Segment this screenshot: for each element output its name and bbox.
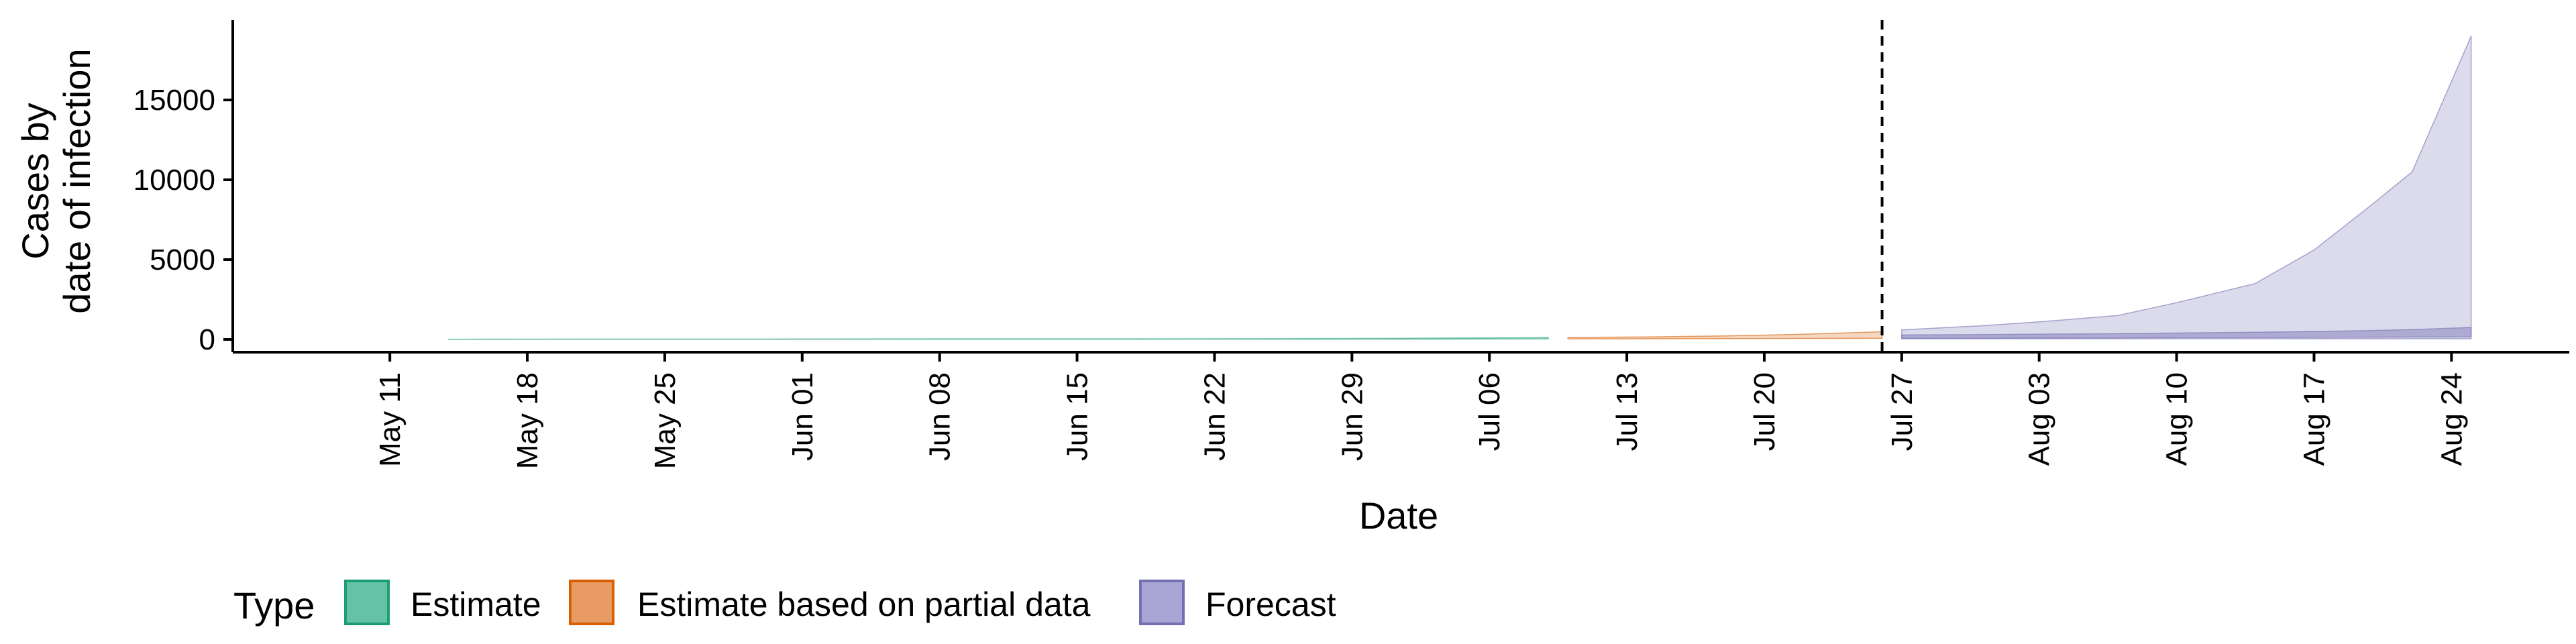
x-axis-title: Date — [1359, 494, 1438, 537]
legend-key-forecast — [1139, 580, 1185, 625]
y-tick-label: 10000 — [133, 164, 215, 197]
legend-label-estimate-based-on-partial-data: Estimate based on partial data — [637, 586, 1091, 623]
y-tick-label: 15000 — [133, 84, 215, 117]
y-axis-title-line-1: Cases by — [14, 103, 56, 259]
y-axis-ticks: 0 5000 10000 15000 — [133, 84, 233, 356]
x-tick-label: Jul 20 — [1748, 372, 1781, 451]
area-inner-forecast — [1901, 327, 2472, 339]
x-tick-label: Jun 08 — [924, 372, 957, 461]
legend-title: Type — [233, 584, 315, 627]
legend-label-estimate: Estimate — [411, 586, 541, 623]
y-axis-title-line-2: date of infection — [56, 48, 98, 313]
x-tick-label: Jun 29 — [1336, 372, 1368, 461]
legend: Type Estimate Estimate based on partial d… — [233, 580, 1336, 627]
x-tick-label: May 25 — [649, 372, 682, 469]
legend-items: Estimate Estimate based on partial data Fo… — [344, 580, 1336, 625]
x-tick-label: Aug 03 — [2023, 372, 2056, 466]
x-tick-label: Jun 22 — [1198, 372, 1231, 461]
legend-label-forecast: Forecast — [1205, 586, 1336, 623]
x-tick-label: Jun 01 — [786, 372, 819, 461]
legend-key-estimate-based-on-partial-data — [569, 580, 614, 625]
x-tick-label: Aug 10 — [2161, 372, 2194, 466]
x-tick-label: May 18 — [511, 372, 544, 469]
y-tick-label: 0 — [199, 323, 215, 356]
x-tick-label: Jul 06 — [1473, 372, 1506, 451]
x-tick-label: Jul 27 — [1886, 372, 1919, 451]
x-tick-label: Jul 13 — [1611, 372, 1644, 451]
x-tick-label: Aug 17 — [2298, 372, 2331, 466]
area-estimate — [448, 337, 1549, 340]
x-tick-label: Jun 15 — [1061, 372, 1094, 461]
y-tick-label: 5000 — [150, 244, 215, 276]
area-forecast — [1901, 36, 2472, 339]
x-tick-label: Aug 24 — [2435, 372, 2468, 466]
axes: 0 5000 10000 15000 May 11 May 18 May 25 Jun 01… — [133, 20, 2569, 469]
series-areas — [448, 36, 2472, 340]
x-tick-label: May 11 — [374, 372, 407, 467]
area-estimate-based-on-partial-data — [1567, 331, 1883, 339]
legend-key-estimate — [344, 580, 390, 625]
x-axis-ticks: May 11 May 18 May 25 Jun 01 Jun 08 Jun 15 Jun … — [374, 352, 2468, 469]
